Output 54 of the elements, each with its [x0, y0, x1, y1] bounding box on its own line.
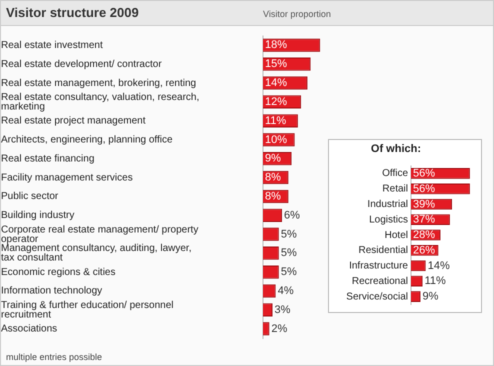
y-tick-label: Associations	[1, 324, 58, 335]
data-label: 18%	[265, 39, 288, 52]
data-label: 28%	[413, 229, 436, 242]
y-tick-label: Infrastructure	[349, 260, 408, 272]
data-label: 15%	[265, 58, 288, 70]
y-tick-label: Architects, engineering, planning office	[1, 134, 174, 146]
chart-title: Of which:	[370, 143, 421, 155]
data-label: 8%	[265, 190, 282, 202]
data-label: 56%	[413, 167, 436, 180]
y-tick-label: Service/social	[346, 291, 408, 302]
y-tick-label: Real estate financing	[1, 153, 94, 164]
y-tick-label: Real estate consultancy, valuation, research, marketing	[1, 92, 200, 112]
data-label: 9%	[265, 152, 282, 165]
data-label: 9%	[422, 290, 439, 303]
y-tick-label: Building industry	[1, 210, 74, 222]
data-label: 2%	[271, 322, 288, 335]
y-tick-label: Hotel	[384, 230, 408, 241]
data-label: 56%	[413, 182, 436, 195]
y-tick-label: Real estate management, brokering, renting	[1, 78, 196, 89]
y-tick-label: Office	[382, 168, 408, 180]
data-label: 8%	[265, 172, 282, 184]
y-tick-label: Logistics	[369, 214, 408, 226]
y-tick-label: Information technology	[1, 286, 102, 297]
y-tick-label: Economic regions & cities	[1, 266, 116, 278]
y-tick-label: Recreational	[352, 276, 408, 287]
data-label: 11%	[265, 114, 286, 127]
x-axis-title: Visitor proportion	[263, 9, 331, 19]
y-tick-label: Management consultancy, auditing, lawyer, tax consultant	[1, 243, 192, 264]
y-tick-label: Real estate project management	[1, 116, 146, 127]
data-label: 5%	[280, 247, 297, 260]
data-label: 37%	[413, 214, 436, 226]
text: Visitor structure 2009	[6, 5, 139, 20]
y-tick-label: Corporate real estate management/ property operator	[1, 224, 198, 245]
data-label: 26%	[413, 244, 436, 256]
text: multiple entries possible	[6, 352, 102, 362]
data-label: 11%	[424, 275, 446, 288]
data-label: 14%	[428, 260, 450, 272]
data-label: 10%	[265, 134, 288, 146]
data-label: 4%	[278, 285, 294, 298]
data-label: 39%	[413, 198, 436, 210]
y-tick-label: Residential	[358, 245, 408, 256]
y-tick-label: Training & further education/ personnel recruitment	[1, 300, 174, 320]
data-label: 14%	[265, 77, 288, 90]
y-tick-label: Real estate development/ contractor	[1, 58, 162, 70]
y-tick-label: Real estate investment	[1, 40, 103, 51]
y-tick-label: Facility management services	[1, 172, 133, 184]
y-tick-label: Retail	[382, 184, 408, 195]
y-tick-label: Public sector	[1, 191, 59, 202]
y-tick-label: Industrial	[367, 198, 408, 210]
data-label: 5%	[280, 228, 297, 240]
data-label: 6%	[284, 209, 300, 222]
data-label: 12%	[265, 96, 288, 108]
data-label: 5%	[280, 266, 297, 278]
data-label: 3%	[274, 304, 291, 316]
